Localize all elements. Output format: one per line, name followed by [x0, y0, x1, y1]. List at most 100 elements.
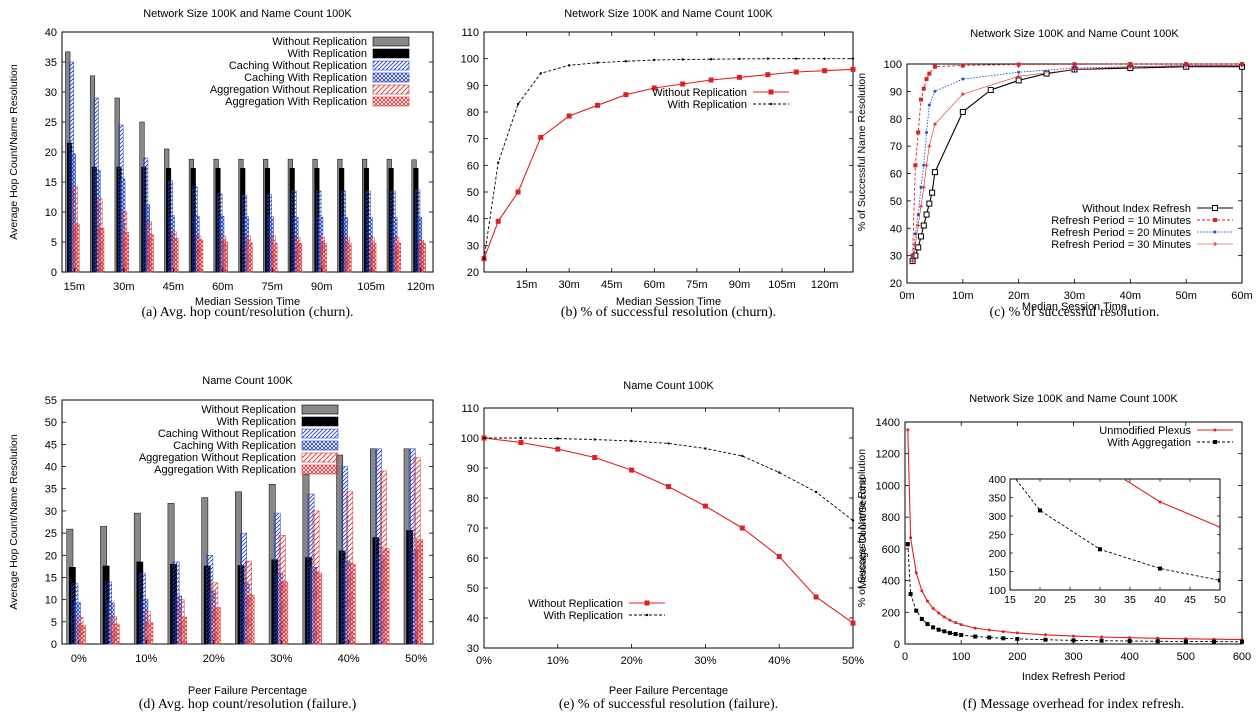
x-tick-label: 0% [71, 653, 87, 665]
inset-y-tick-label: 100 [988, 585, 1006, 597]
point-refresh-period-20-minutes [1017, 70, 1021, 74]
y-tick-label: 30 [45, 506, 57, 518]
point-with-aggregation [1043, 637, 1048, 642]
y-tick-label: 55 [45, 395, 57, 407]
point-with-aggregation [919, 616, 924, 621]
point-refresh-period-10-minutes [916, 130, 921, 135]
legend-label-with-aggregation: With Aggregation [1107, 437, 1191, 449]
inset-point-unmodified-plexus [1218, 525, 1220, 529]
point-with-replication [667, 442, 670, 445]
point-without-replication [736, 74, 742, 80]
y-tick-label: 110 [461, 403, 479, 415]
x-tick-label: 50% [842, 655, 864, 667]
bar-aggregation-with-replication-11 [416, 539, 424, 645]
legend-label-without-replication: Without Replication [201, 404, 296, 416]
x-axis-label: Median Session Time [1022, 301, 1127, 313]
point-unmodified-plexus [954, 621, 958, 625]
bar-aggregation-with-replication-8 [247, 242, 253, 273]
point-with-aggregation [908, 592, 913, 597]
point-refresh-period-10-minutes [927, 71, 932, 76]
legend-marker-refresh-period-30-minutes [1213, 242, 1217, 246]
y-tick-label: 50 [467, 187, 479, 199]
point-with-aggregation [973, 634, 978, 639]
point-refresh-period-30-minutes [910, 259, 915, 264]
point-with-replication [593, 438, 596, 441]
x-tick-label: 30% [694, 655, 716, 667]
point-with-aggregation [936, 627, 941, 632]
inset-y-tick-label: 300 [988, 511, 1006, 523]
point-without-replication [680, 81, 686, 87]
point-refresh-period-10-minutes [921, 86, 926, 91]
point-unmodified-plexus [1072, 634, 1075, 638]
chart-c: Network Size 100K and Name Count 100K Med… [884, 28, 1253, 320]
point-without-replication [813, 594, 819, 600]
bar-aggregation-with-replication-4 [148, 234, 154, 273]
point-without-replication [793, 69, 799, 75]
legend-label-without-index-refresh: Without Index Refresh [1082, 203, 1191, 215]
legend-label-refresh-period-30-minutes: Refresh Period = 30 Minutes [1051, 239, 1191, 251]
y-tick-label: 100 [884, 59, 902, 71]
point-unmodified-plexus [959, 623, 963, 627]
x-tick-label: 40m [1120, 290, 1141, 302]
inset-point-with-aggregation [1158, 566, 1162, 571]
point-unmodified-plexus [987, 628, 991, 632]
x-tick-label: 100 [952, 651, 970, 663]
x-tick-label: 75m [262, 281, 283, 293]
point-without-index-refresh [923, 211, 930, 218]
point-without-replication [776, 554, 782, 559]
point-without-index-refresh [931, 169, 938, 176]
legend-swatch-aggregation-without-replication [301, 452, 339, 463]
point-refresh-period-10-minutes [924, 77, 929, 82]
inset-x-tick-label: 40 [1154, 594, 1166, 606]
point-refresh-period-20-minutes [922, 163, 926, 167]
bar-aggregation-with-replication-1 [79, 625, 86, 645]
y-tick-label: 70 [890, 141, 902, 153]
y-axis-label: Average Hop Count/Name Resolution [8, 64, 20, 240]
legend-label-caching-with-replication: Caching With Replication [173, 440, 296, 452]
y-tick-label: 50 [45, 417, 57, 429]
legend-label-caching-without-replication: Caching Without Replication [229, 60, 367, 72]
inset-x-tick-label: 50 [1214, 594, 1226, 606]
inset-x-tick-label: 45 [1184, 594, 1196, 606]
point-with-aggregation [1071, 638, 1076, 643]
bar-aggregation-with-replication-6 [247, 594, 255, 645]
x-tick-label: 600 [1233, 651, 1251, 663]
x-axis-label: Median Session Time [616, 296, 721, 308]
point-without-replication [702, 503, 708, 509]
x-tick-label: 30m [113, 281, 134, 293]
legend-marker-without-replication [768, 89, 774, 95]
point-without-index-refresh [926, 200, 933, 207]
point-with-aggregation [1211, 639, 1216, 644]
point-without-replication [566, 113, 572, 119]
point-without-index-refresh [959, 108, 966, 115]
point-without-replication [592, 455, 598, 460]
y-tick-label: 400 [882, 576, 900, 588]
y-tick-label: 90 [467, 80, 479, 92]
series-line-refresh-period-30-minutes [912, 65, 1243, 262]
legend-label-without-replication: Without Replication [272, 36, 367, 48]
y-tick-label: 15 [45, 572, 57, 584]
y-tick-label: 30 [890, 251, 902, 263]
inset-point-with-aggregation [1008, 470, 1012, 474]
x-tick-label: 120m [811, 279, 839, 291]
point-with-aggregation [1240, 639, 1244, 644]
bar-aggregation-with-replication-7 [281, 581, 289, 645]
x-tick-label: 15m [516, 279, 537, 291]
point-refresh-period-10-minutes [960, 63, 965, 68]
y-tick-label: 0 [51, 267, 57, 279]
plot-frame [483, 31, 854, 273]
bar-aggregation-with-replication-1 [74, 223, 80, 273]
point-refresh-period-30-minutes [1128, 64, 1133, 69]
point-refresh-period-10-minutes [932, 64, 937, 69]
point-unmodified-plexus [1100, 635, 1104, 639]
point-without-index-refresh [915, 244, 922, 251]
point-with-replication [778, 471, 781, 474]
figure-caption: (d) Avg. hop count/resolution (failure.) [139, 697, 357, 712]
legend-label-aggregation-without-replication: Aggregation Without Replication [210, 84, 367, 96]
point-with-replication [851, 519, 855, 522]
point-refresh-period-30-minutes [960, 92, 965, 97]
point-unmodified-plexus [914, 571, 918, 575]
point-refresh-period-30-minutes [1072, 67, 1077, 72]
point-unmodified-plexus [1015, 631, 1019, 635]
point-refresh-period-10-minutes [913, 163, 918, 168]
